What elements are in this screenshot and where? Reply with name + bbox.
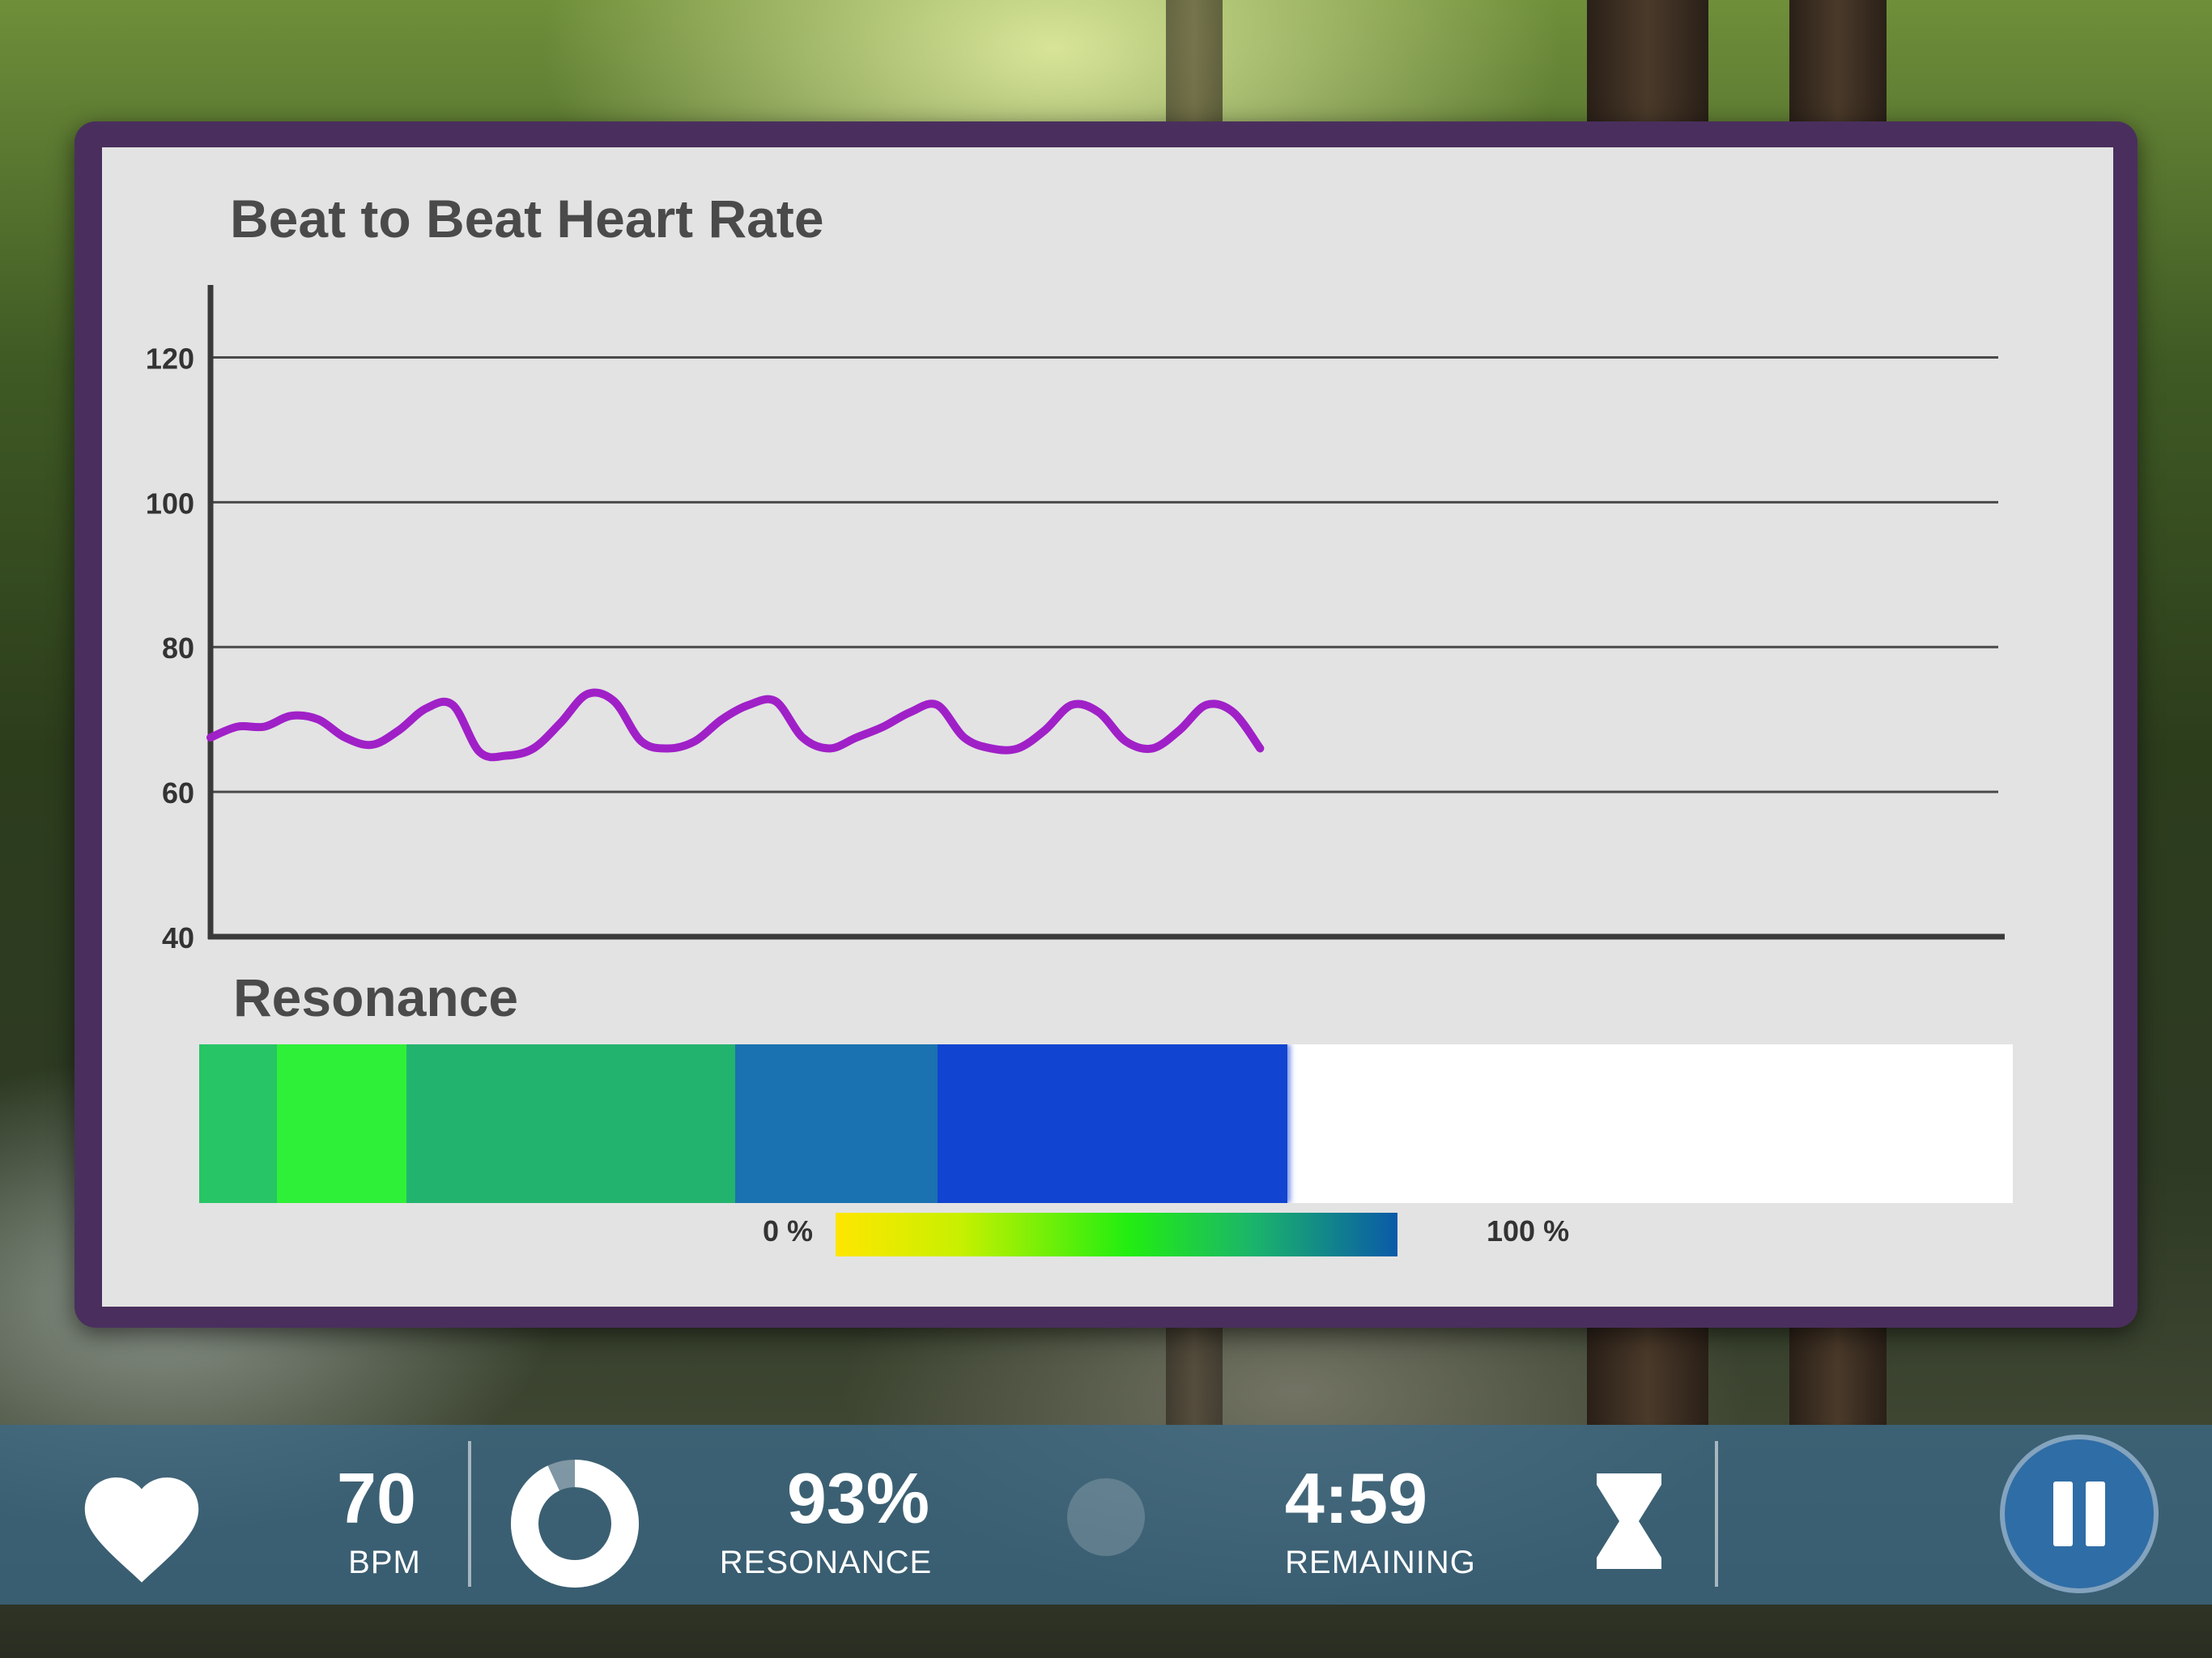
status-divider bbox=[1715, 1441, 1718, 1587]
resonance-ring-icon bbox=[511, 1460, 639, 1588]
legend-max-label: 100 % bbox=[1487, 1214, 1570, 1248]
faded-circle bbox=[1067, 1478, 1145, 1556]
pause-icon bbox=[2086, 1482, 2105, 1546]
heart-rate-chart: 40 60 80 100 120 bbox=[146, 285, 2005, 954]
legend-min-label: 0 % bbox=[763, 1214, 814, 1248]
pause-button[interactable] bbox=[2005, 1439, 2154, 1588]
y-tick-label: 60 bbox=[162, 776, 194, 810]
chart-title: Beat to Beat Heart Rate bbox=[230, 189, 824, 249]
bpm-value: 70 bbox=[337, 1458, 416, 1538]
resonance-value: 93% bbox=[786, 1458, 930, 1538]
resonance-title: Resonance bbox=[233, 967, 519, 1027]
resonance-segment bbox=[199, 1044, 279, 1203]
y-tick-label: 100 bbox=[146, 487, 194, 520]
pause-icon bbox=[2053, 1482, 2073, 1546]
time-remaining-value: 4:59 bbox=[1284, 1458, 1428, 1538]
resonance-segment bbox=[735, 1044, 939, 1203]
resonance-label: RESONANCE bbox=[719, 1545, 933, 1580]
bpm-label: BPM bbox=[348, 1545, 421, 1580]
resonance-segment bbox=[406, 1044, 737, 1203]
resonance-segment bbox=[277, 1044, 408, 1203]
y-tick-label: 120 bbox=[146, 342, 194, 375]
y-tick-label: 80 bbox=[162, 631, 194, 665]
session-status-bar: 70 BPM 93% RESONANCE 4:59 REMAINING bbox=[0, 1425, 2212, 1605]
heart-rate-line bbox=[206, 688, 1265, 762]
status-divider bbox=[468, 1441, 471, 1587]
resonance-bar bbox=[199, 1044, 2013, 1203]
chart-panel: Beat to Beat Heart Rate 40 60 80 100 120 Res… bbox=[74, 121, 2138, 1328]
heart-icon bbox=[84, 1477, 199, 1583]
hourglass-icon bbox=[1597, 1473, 1661, 1569]
resonance-legend-gradient bbox=[836, 1213, 1397, 1256]
time-remaining-label: REMAINING bbox=[1285, 1545, 1476, 1580]
y-tick-label: 40 bbox=[162, 921, 194, 954]
chart-panel-body: Beat to Beat Heart Rate 40 60 80 100 120 Res… bbox=[102, 147, 2113, 1307]
resonance-segment bbox=[938, 1044, 1287, 1203]
